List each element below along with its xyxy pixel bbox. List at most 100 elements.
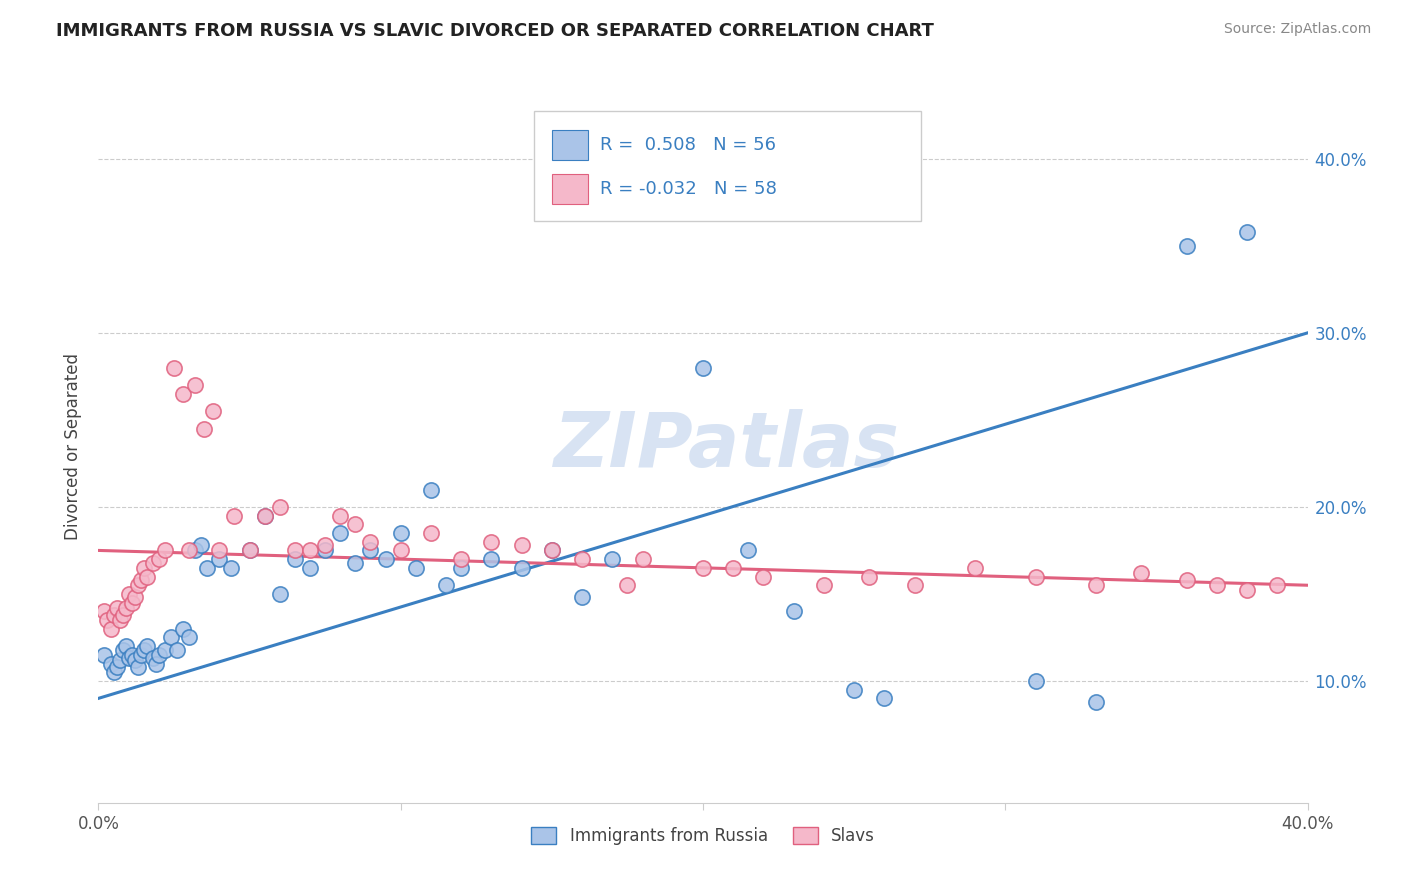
- Point: [224, 508, 246, 523]
- Point: [100, 657, 122, 671]
- Point: [873, 691, 896, 706]
- Point: [172, 386, 194, 401]
- Point: [360, 543, 382, 558]
- Point: [239, 543, 262, 558]
- Point: [193, 421, 215, 435]
- Point: [389, 526, 412, 541]
- Point: [163, 360, 186, 375]
- Point: [239, 543, 262, 558]
- Point: [1085, 578, 1108, 592]
- Point: [389, 543, 412, 558]
- Point: [124, 591, 146, 605]
- Point: [284, 543, 307, 558]
- Point: [148, 648, 170, 662]
- Point: [450, 552, 472, 566]
- FancyBboxPatch shape: [551, 174, 588, 204]
- Point: [1024, 673, 1046, 688]
- Point: [153, 543, 176, 558]
- Point: [783, 604, 806, 618]
- Point: [100, 622, 122, 636]
- Point: [148, 552, 170, 566]
- Point: [1024, 569, 1046, 583]
- Point: [132, 561, 155, 575]
- Point: [118, 651, 141, 665]
- Point: [105, 600, 128, 615]
- Point: [813, 578, 835, 592]
- Point: [420, 526, 443, 541]
- Point: [127, 660, 149, 674]
- Point: [692, 360, 714, 375]
- Point: [253, 508, 276, 523]
- Point: [344, 556, 367, 570]
- Point: [329, 526, 352, 541]
- Point: [127, 578, 149, 592]
- Point: [434, 578, 457, 592]
- Point: [540, 543, 562, 558]
- Point: [571, 552, 593, 566]
- Point: [631, 552, 654, 566]
- Point: [184, 378, 207, 392]
- Point: [135, 639, 157, 653]
- Text: R = -0.032   N = 58: R = -0.032 N = 58: [600, 180, 778, 198]
- Point: [208, 552, 231, 566]
- Point: [1175, 239, 1198, 253]
- Point: [344, 517, 367, 532]
- Text: Source: ZipAtlas.com: Source: ZipAtlas.com: [1223, 22, 1371, 37]
- Point: [374, 552, 396, 566]
- Point: [93, 604, 115, 618]
- Point: [114, 639, 136, 653]
- Text: R =  0.508   N = 56: R = 0.508 N = 56: [600, 136, 776, 153]
- Point: [1236, 225, 1258, 239]
- Point: [253, 508, 276, 523]
- Point: [129, 573, 152, 587]
- Point: [450, 561, 472, 575]
- Point: [190, 538, 212, 552]
- Point: [142, 556, 165, 570]
- Point: [844, 682, 866, 697]
- Point: [1206, 578, 1229, 592]
- Point: [329, 508, 352, 523]
- Point: [121, 648, 143, 662]
- Point: [129, 648, 152, 662]
- Point: [299, 561, 322, 575]
- Point: [103, 607, 125, 622]
- Point: [420, 483, 443, 497]
- Point: [314, 538, 336, 552]
- Point: [96, 613, 118, 627]
- Y-axis label: Divorced or Separated: Divorced or Separated: [65, 352, 83, 540]
- Point: [179, 631, 201, 645]
- Point: [405, 561, 427, 575]
- Point: [510, 561, 533, 575]
- Point: [571, 591, 593, 605]
- Point: [208, 543, 231, 558]
- Point: [481, 534, 503, 549]
- Point: [108, 613, 131, 627]
- Point: [723, 561, 745, 575]
- Text: IMMIGRANTS FROM RUSSIA VS SLAVIC DIVORCED OR SEPARATED CORRELATION CHART: IMMIGRANTS FROM RUSSIA VS SLAVIC DIVORCE…: [56, 22, 934, 40]
- Point: [103, 665, 125, 680]
- Point: [132, 642, 155, 657]
- Point: [221, 561, 243, 575]
- Point: [616, 578, 638, 592]
- Point: [166, 642, 188, 657]
- Point: [124, 653, 146, 667]
- Text: ZIPatlas: ZIPatlas: [554, 409, 900, 483]
- Point: [1267, 578, 1289, 592]
- Point: [105, 660, 128, 674]
- Point: [1175, 573, 1198, 587]
- Point: [108, 653, 131, 667]
- Point: [114, 600, 136, 615]
- Point: [602, 552, 624, 566]
- Point: [142, 651, 165, 665]
- Point: [118, 587, 141, 601]
- Point: [540, 543, 562, 558]
- Point: [111, 607, 134, 622]
- Point: [135, 569, 157, 583]
- Point: [284, 552, 307, 566]
- Point: [752, 569, 775, 583]
- Point: [314, 543, 336, 558]
- Point: [858, 569, 880, 583]
- Point: [202, 404, 225, 418]
- Point: [510, 538, 533, 552]
- Point: [904, 578, 927, 592]
